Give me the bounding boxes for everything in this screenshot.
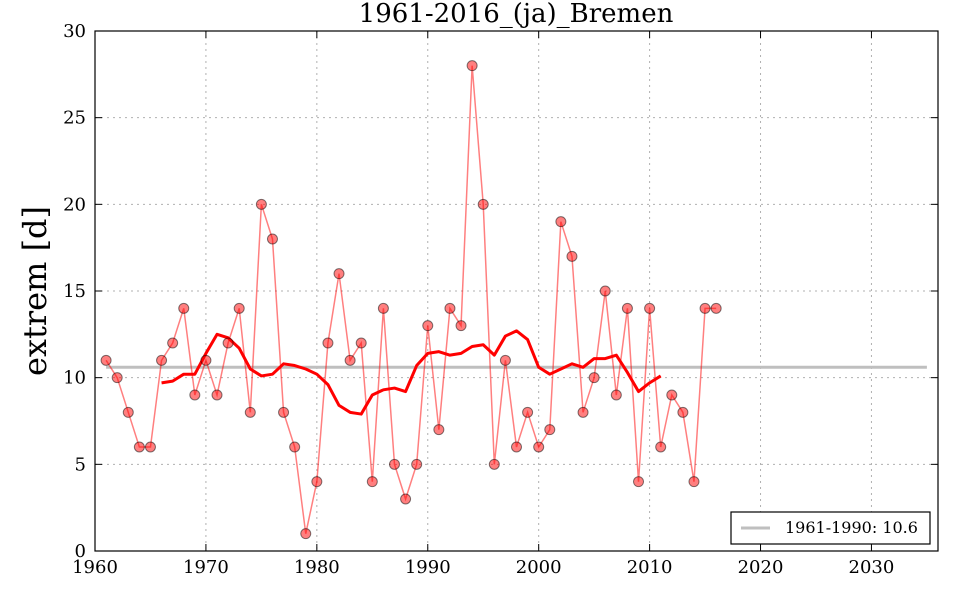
x-tick-label: 1980 — [294, 557, 340, 578]
data-point — [699, 302, 711, 314]
data-point — [211, 389, 223, 401]
data-point — [455, 320, 467, 332]
data-point — [289, 441, 301, 453]
data-point — [710, 302, 722, 314]
data-point — [644, 302, 656, 314]
data-point — [499, 354, 511, 366]
data-point — [122, 406, 134, 418]
data-point — [167, 337, 179, 349]
data-point — [311, 476, 323, 488]
data-point — [278, 406, 290, 418]
data-point — [677, 406, 689, 418]
x-tick-label: 1960 — [72, 557, 118, 578]
data-point — [255, 198, 267, 210]
data-point — [355, 337, 367, 349]
data-point — [100, 354, 112, 366]
data-point — [189, 389, 201, 401]
data-point — [511, 441, 522, 453]
x-tick-label: 2020 — [738, 557, 784, 578]
y-tick-label: 30 — [63, 21, 86, 42]
data-point — [666, 389, 678, 401]
data-point — [388, 458, 400, 470]
series-layer — [105, 65, 717, 534]
data-point — [366, 476, 378, 488]
data-point — [178, 302, 190, 314]
data-point — [266, 233, 278, 245]
x-tick-label: 2030 — [849, 557, 895, 578]
data-point — [233, 302, 245, 314]
data-point — [477, 198, 489, 210]
x-tick-label: 2000 — [516, 557, 562, 578]
smoothed-layer — [161, 329, 662, 416]
data-point — [566, 250, 578, 262]
x-tick-label: 2010 — [627, 557, 673, 578]
grid — [95, 31, 938, 551]
data-point — [577, 406, 589, 418]
data-point — [522, 406, 534, 418]
data-point — [688, 476, 700, 488]
y-tick-label: 15 — [63, 281, 86, 302]
annual-series-line — [105, 65, 717, 534]
data-point — [333, 268, 345, 280]
data-point — [300, 528, 312, 540]
data-point — [466, 60, 478, 72]
data-point — [588, 372, 600, 384]
y-tick-label: 20 — [63, 194, 86, 215]
data-point — [156, 354, 168, 366]
data-point — [377, 302, 389, 314]
data-point — [444, 302, 456, 314]
data-point — [433, 424, 445, 436]
data-point — [655, 441, 667, 453]
data-point — [400, 493, 412, 505]
smoothed-series-line — [161, 329, 662, 416]
y-tick-label: 25 — [63, 108, 86, 129]
axis-ticks: 1960 1970 1980 1990 2000 2010 2020 203005101520… — [63, 21, 938, 578]
data-point — [610, 389, 622, 401]
data-point — [222, 337, 234, 349]
data-point — [144, 441, 156, 453]
legend: 1961-1990: 10.6 — [730, 511, 931, 545]
y-tick-label: 0 — [75, 541, 86, 562]
y-axis-label: extrem [d] — [16, 206, 54, 376]
chart-title: 1961-2016_(ja)_Bremen — [359, 0, 674, 29]
data-point — [244, 406, 256, 418]
data-point — [111, 372, 123, 384]
x-tick-label: 1970 — [183, 557, 229, 578]
data-point — [411, 458, 423, 470]
data-point — [555, 216, 567, 228]
data-point — [599, 285, 611, 297]
y-tick-label: 5 — [75, 454, 86, 475]
data-point — [621, 302, 633, 314]
data-point — [422, 320, 434, 332]
data-point — [133, 441, 145, 453]
points-layer — [100, 60, 722, 540]
x-tick-label: 1990 — [405, 557, 451, 578]
y-tick-label: 10 — [63, 368, 86, 389]
data-point — [544, 424, 556, 436]
data-point — [488, 458, 500, 470]
data-point — [200, 354, 212, 366]
data-point — [633, 476, 645, 488]
data-point — [322, 337, 334, 349]
data-point — [344, 354, 356, 366]
legend-label: 1961-1990: 10.6 — [785, 518, 918, 537]
data-point — [533, 441, 545, 453]
